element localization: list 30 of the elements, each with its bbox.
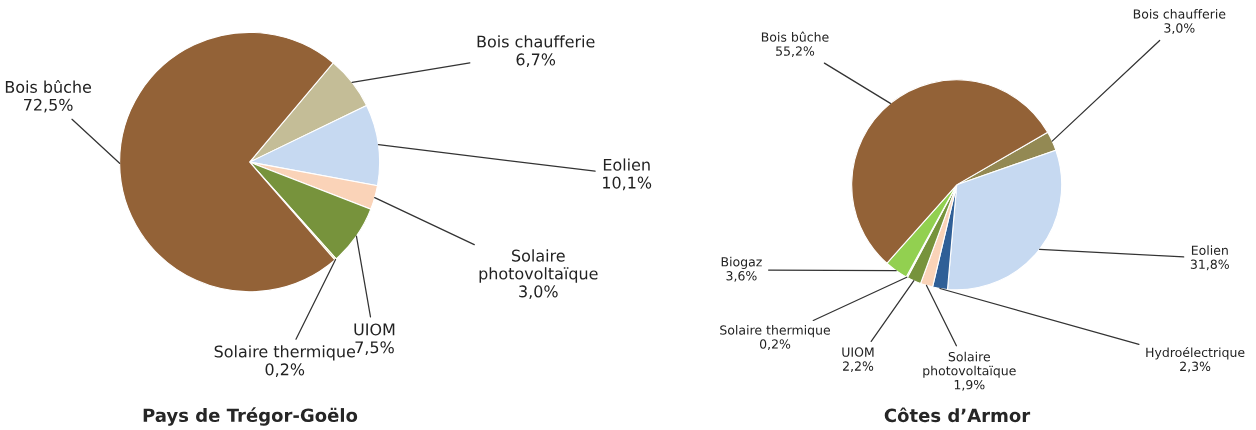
- data-label: 0,2%: [265, 363, 305, 378]
- data-label: 6,7%: [516, 53, 556, 68]
- data-label: 3,6%: [726, 271, 757, 282]
- data-label: 10,1%: [603, 176, 652, 191]
- slice-label: Solaire photovoltaïque: [923, 351, 1016, 378]
- data-label: 7,5%: [355, 341, 394, 355]
- slice-label: Bois chaufferie: [1133, 9, 1226, 19]
- data-label: 1,9%: [954, 379, 985, 391]
- data-label: 31,8%: [1190, 259, 1229, 271]
- slice-label: UIOM: [842, 347, 874, 357]
- data-label: 3,0%: [519, 285, 558, 300]
- slice-label: Bois bûche: [761, 31, 829, 42]
- slice-label: Solaire photovoltaïque: [479, 249, 598, 283]
- slice-label: Bois chaufferie: [477, 35, 595, 48]
- slice-label: Eolien: [1191, 245, 1228, 255]
- slice-label: Eolien: [603, 158, 650, 171]
- data-label: 55,2%: [776, 46, 815, 58]
- slice-label: Hydroélectrique: [1146, 346, 1245, 360]
- text: Pays de Trégor-Goëlo: [143, 407, 358, 426]
- slice-label: Solaire thermique: [214, 345, 356, 361]
- slice-label: Biogaz: [721, 256, 762, 269]
- slice-label: Solaire thermique: [720, 325, 831, 338]
- data-label: 72,5%: [24, 98, 73, 113]
- data-label: 3,0%: [1164, 23, 1195, 34]
- data-label: 2,3%: [1180, 361, 1211, 373]
- text: Côtes d’Armor: [884, 407, 1031, 423]
- data-label: 0,2%: [759, 339, 791, 351]
- data-label: 2,2%: [843, 361, 874, 373]
- slice-label: UIOM: [354, 323, 395, 336]
- slice-label: Bois bûche: [5, 79, 92, 93]
